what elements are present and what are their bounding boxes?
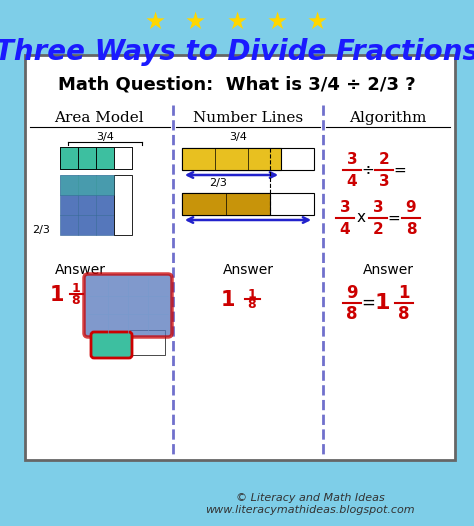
Text: 1: 1 <box>374 293 390 313</box>
Text: ★: ★ <box>227 10 247 34</box>
Bar <box>25 55 455 460</box>
Bar <box>96 147 114 169</box>
Text: ÷: ÷ <box>362 163 374 177</box>
Text: Answer: Answer <box>55 263 106 277</box>
Text: 1: 1 <box>50 285 64 305</box>
Text: 1: 1 <box>221 290 235 310</box>
Bar <box>114 147 132 169</box>
Bar <box>130 330 165 355</box>
Bar <box>114 175 132 235</box>
Bar <box>78 175 96 195</box>
Bar <box>60 195 78 215</box>
Text: 9: 9 <box>406 200 416 216</box>
Bar <box>60 147 78 169</box>
Text: 2/3: 2/3 <box>32 225 50 235</box>
Text: ★: ★ <box>306 10 328 34</box>
Text: 2/3: 2/3 <box>209 178 227 188</box>
Text: =: = <box>393 163 406 177</box>
Text: 1: 1 <box>247 288 256 300</box>
Text: Area Model: Area Model <box>54 111 144 125</box>
Text: 3/4: 3/4 <box>229 132 247 142</box>
Bar <box>60 147 78 169</box>
Bar <box>182 193 270 215</box>
Text: Three Ways to Divide Fractions: Three Ways to Divide Fractions <box>0 38 474 66</box>
Text: Answer: Answer <box>222 263 273 277</box>
Text: 4: 4 <box>346 174 357 188</box>
Text: 1: 1 <box>398 284 410 302</box>
Text: Answer: Answer <box>363 263 413 277</box>
Text: Number Lines: Number Lines <box>193 111 303 125</box>
Bar <box>60 215 78 235</box>
Text: 8: 8 <box>398 305 410 323</box>
Text: 8: 8 <box>248 298 256 311</box>
Bar <box>96 195 114 215</box>
Bar <box>96 215 114 235</box>
Bar <box>60 175 114 195</box>
Text: =: = <box>361 294 375 312</box>
Bar <box>96 175 114 195</box>
FancyBboxPatch shape <box>84 274 172 337</box>
Text: 3/4: 3/4 <box>96 132 114 142</box>
Bar <box>78 147 96 169</box>
Text: ★: ★ <box>145 10 165 34</box>
Bar <box>78 195 96 215</box>
Bar <box>78 147 96 169</box>
Bar <box>182 148 281 170</box>
Text: 3: 3 <box>346 153 357 167</box>
Text: 2: 2 <box>379 153 389 167</box>
Text: © Literacy and Math Ideas: © Literacy and Math Ideas <box>236 493 384 503</box>
Text: www.literacymathideas.blogspot.com: www.literacymathideas.blogspot.com <box>205 505 415 515</box>
Text: 9: 9 <box>346 284 358 302</box>
Text: 8: 8 <box>72 294 80 307</box>
Text: Algorithm: Algorithm <box>349 111 427 125</box>
Text: 3: 3 <box>379 174 389 188</box>
Text: =: = <box>388 210 401 226</box>
Bar <box>60 175 78 195</box>
Text: 4: 4 <box>340 221 350 237</box>
Text: 1: 1 <box>72 282 81 296</box>
Bar <box>114 147 132 169</box>
Bar <box>182 148 314 170</box>
Text: x: x <box>356 210 365 226</box>
Text: 2: 2 <box>373 221 383 237</box>
Bar <box>78 215 96 235</box>
FancyBboxPatch shape <box>91 332 132 358</box>
Text: 3: 3 <box>340 200 350 216</box>
Bar <box>96 147 114 169</box>
Text: 3: 3 <box>373 200 383 216</box>
Text: 8: 8 <box>346 305 358 323</box>
Text: ★: ★ <box>266 10 288 34</box>
Text: Math Question:  What is 3/4 ÷ 2/3 ?: Math Question: What is 3/4 ÷ 2/3 ? <box>58 76 416 94</box>
Text: ★: ★ <box>184 10 206 34</box>
Bar <box>182 193 314 215</box>
Text: 8: 8 <box>406 221 416 237</box>
